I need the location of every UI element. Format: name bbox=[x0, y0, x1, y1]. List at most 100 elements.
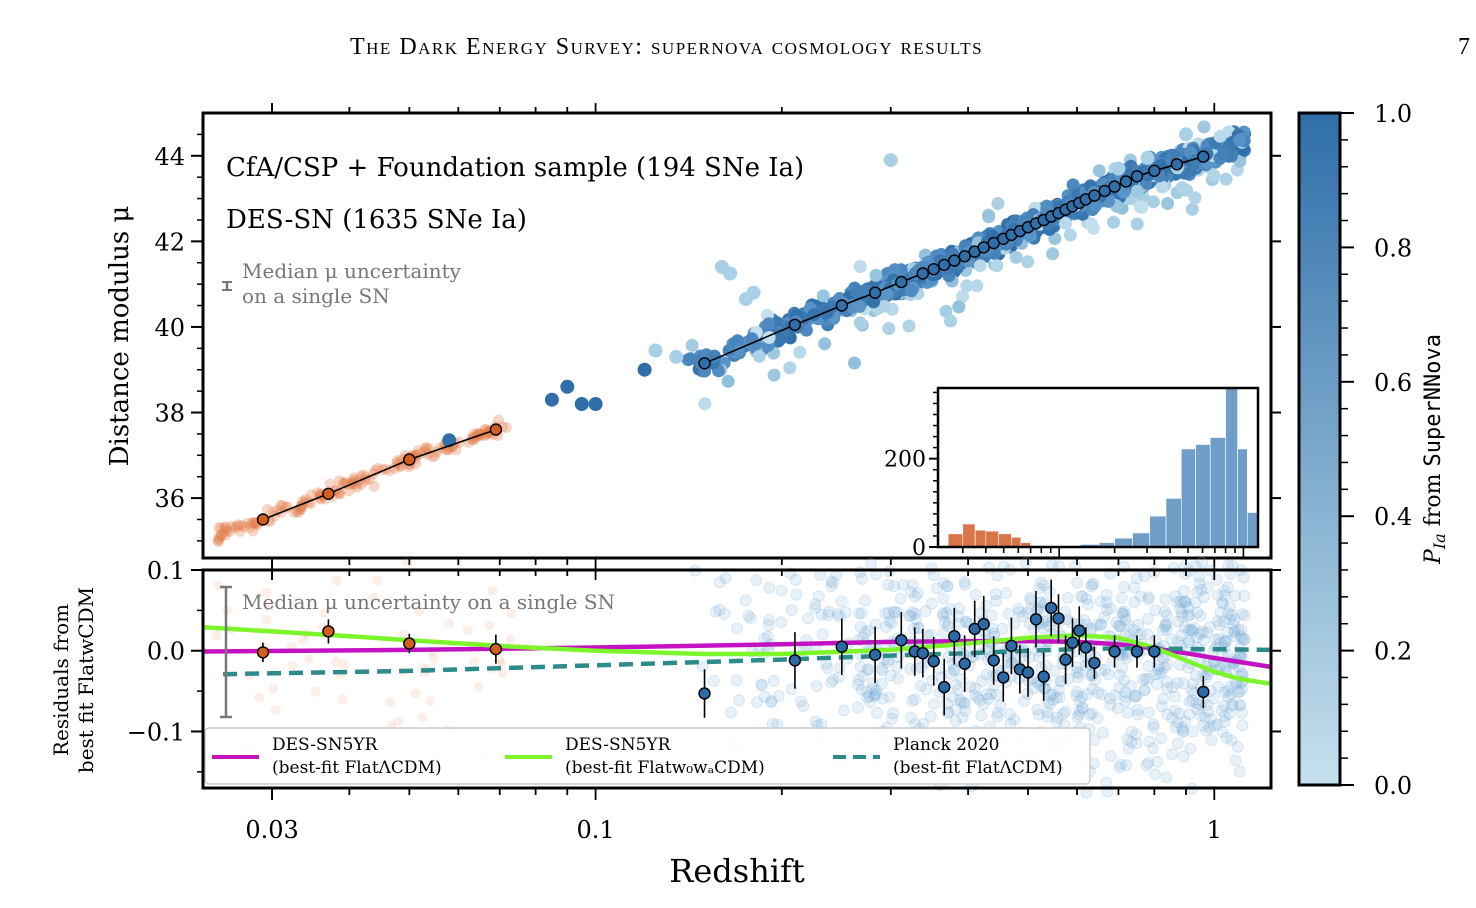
residual-point-des bbox=[1073, 708, 1085, 721]
residual-point-des bbox=[1130, 737, 1143, 750]
residual-point-des bbox=[855, 607, 868, 620]
residual-point-des bbox=[974, 694, 986, 707]
residual-point-des bbox=[1216, 597, 1229, 610]
legend-label-planck-1: Planck 2020 bbox=[893, 735, 999, 755]
residual-point-des bbox=[730, 674, 743, 687]
top-ytick-label: 40 bbox=[154, 314, 185, 342]
residual-binned-point bbox=[698, 687, 711, 700]
residual-point-des bbox=[1131, 703, 1144, 716]
residual-point-des bbox=[1222, 684, 1234, 697]
residual-point-lowz bbox=[331, 575, 342, 586]
scatter-point-des bbox=[783, 361, 797, 375]
residual-point-des bbox=[1196, 556, 1209, 569]
scatter-point-lowz bbox=[234, 526, 246, 537]
scatter-point-des bbox=[1155, 180, 1169, 194]
colorbar-frame bbox=[1297, 111, 1342, 787]
residual-point-lowz bbox=[368, 593, 379, 603]
residual-point-des bbox=[882, 607, 895, 619]
residual-point-des bbox=[1143, 735, 1156, 748]
residual-point-des bbox=[905, 711, 917, 724]
residual-point-des bbox=[1238, 632, 1251, 645]
residual-point-des bbox=[1076, 702, 1089, 715]
residual-point-lowz bbox=[264, 601, 274, 612]
residual-point-des bbox=[908, 607, 921, 620]
residual-point-des bbox=[912, 622, 925, 635]
residual-point-des bbox=[750, 574, 763, 587]
residual-point-des bbox=[1080, 592, 1093, 605]
residual-point-des bbox=[888, 580, 900, 593]
residual-point-des bbox=[937, 592, 950, 605]
residual-point-lowz bbox=[506, 608, 517, 619]
scatter-point-lowz bbox=[472, 427, 484, 439]
residual-point-des bbox=[733, 694, 745, 707]
binned-point bbox=[835, 299, 848, 312]
residual-point-des bbox=[1169, 590, 1182, 603]
residual-point-des bbox=[859, 594, 871, 607]
residual-point-des bbox=[813, 590, 825, 603]
histogram-bar bbox=[947, 533, 964, 548]
scatter-point-lowz bbox=[282, 501, 294, 513]
scatter-point-lowz bbox=[225, 520, 237, 532]
residual-point-des bbox=[1212, 633, 1225, 646]
residual-point-des bbox=[1070, 689, 1083, 702]
residual-point-des bbox=[1100, 776, 1113, 789]
residual-point-des bbox=[731, 622, 743, 635]
residual-point-des bbox=[1039, 683, 1051, 695]
histogram-bar bbox=[1114, 537, 1133, 548]
residual-point-des bbox=[1083, 708, 1096, 721]
scatter-point-lowz bbox=[275, 499, 287, 511]
residual-point-des bbox=[1142, 593, 1155, 605]
residual-point-des bbox=[1237, 571, 1250, 584]
binned-point bbox=[916, 267, 929, 280]
scatter-point-lowz bbox=[291, 506, 303, 518]
residual-point-des bbox=[1234, 699, 1247, 712]
x-tick-label: 0.03 bbox=[245, 816, 298, 844]
residual-point-des bbox=[1176, 726, 1189, 738]
residual-binned-point bbox=[1088, 656, 1101, 670]
scatter-point-des bbox=[867, 295, 881, 309]
legend: DES-SN5YR (best-fit FlatΛCDM) DES-SN5YR … bbox=[204, 727, 1091, 785]
residual-point-des bbox=[1191, 606, 1204, 619]
residual-point-des bbox=[1182, 601, 1195, 614]
residual-binned-point bbox=[1148, 645, 1161, 658]
residual-point-des bbox=[1177, 750, 1190, 763]
residual-point-des bbox=[912, 587, 924, 600]
residual-point-des bbox=[1218, 710, 1231, 723]
residual-point-des bbox=[1209, 633, 1222, 646]
top-median-note-line1: Median μ uncertainty bbox=[242, 259, 462, 283]
residual-point-des bbox=[755, 679, 768, 691]
scatter-point-des bbox=[970, 279, 984, 293]
residual-point-des bbox=[1166, 681, 1179, 694]
residual-point-des bbox=[1002, 608, 1015, 620]
residual-point-des bbox=[1160, 619, 1172, 632]
residual-point-des bbox=[790, 588, 803, 601]
residual-point-des bbox=[1051, 711, 1064, 724]
residual-point-des bbox=[1238, 609, 1251, 622]
scatter-point-des bbox=[648, 343, 663, 358]
residual-point-des bbox=[1205, 713, 1218, 725]
residual-point-des bbox=[1160, 623, 1173, 636]
binned-point bbox=[256, 513, 270, 526]
scatter-point-des bbox=[1146, 195, 1160, 209]
residual-point-des bbox=[990, 689, 1003, 701]
residual-point-des bbox=[1094, 619, 1107, 631]
binned-point bbox=[698, 357, 711, 370]
residual-point-des bbox=[1183, 636, 1195, 649]
residual-point-des bbox=[1194, 628, 1207, 640]
residual-point-des bbox=[894, 592, 907, 605]
scatter-point-des bbox=[883, 153, 898, 168]
residual-point-des bbox=[1197, 719, 1209, 732]
residual-point-des bbox=[1174, 602, 1186, 615]
residual-point-des bbox=[941, 580, 954, 593]
residual-point-des bbox=[725, 706, 737, 719]
residual-point-des bbox=[1165, 633, 1178, 646]
residual-point-des bbox=[1000, 587, 1012, 600]
residual-point-des bbox=[871, 706, 883, 719]
residual-point-des bbox=[751, 696, 763, 708]
residual-point-des bbox=[912, 621, 925, 634]
residual-binned-point bbox=[987, 654, 1000, 667]
scatter-point-lowz bbox=[219, 521, 231, 533]
binned-point bbox=[1170, 158, 1184, 171]
scatter-point-lowz bbox=[343, 485, 355, 497]
model-curve-1 bbox=[202, 625, 1272, 687]
